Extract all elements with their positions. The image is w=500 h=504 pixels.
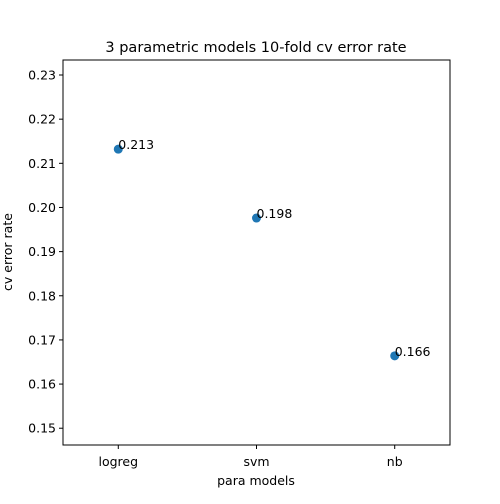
plot-frame — [62, 59, 451, 446]
x-tick-label: svm — [243, 454, 269, 469]
x-tick-label: nb — [387, 454, 403, 469]
data-point — [252, 213, 261, 223]
y-tick-label: 0.19 — [28, 244, 56, 259]
x-tick-label: logreg — [99, 454, 139, 469]
y-tick-label: 0.20 — [28, 200, 56, 215]
data-label: 0.166 — [395, 344, 431, 359]
y-tick-label: 0.23 — [28, 68, 56, 83]
y-tick-label: 0.16 — [28, 377, 56, 392]
y-tick-label: 0.15 — [28, 421, 56, 436]
data-point — [113, 144, 123, 154]
y-tick-label: 0.21 — [28, 156, 56, 171]
y-tick-label: 0.22 — [28, 112, 56, 127]
chart-title: 3 parametric models 10-fold cv error rat… — [105, 40, 406, 56]
y-tick-label: 0.18 — [28, 288, 56, 303]
data-point — [390, 351, 400, 361]
x-axis-label: para models — [217, 473, 295, 488]
data-label: 0.198 — [257, 206, 293, 221]
data-label: 0.213 — [118, 137, 154, 152]
plot-area: 0.15 0.16 0.17 0.18 0.19 0.20 0.21 0.22 0.23 logr… — [28, 68, 430, 469]
y-tick-label: 0.17 — [28, 332, 56, 347]
y-axis-label: cv error rate — [0, 213, 15, 291]
